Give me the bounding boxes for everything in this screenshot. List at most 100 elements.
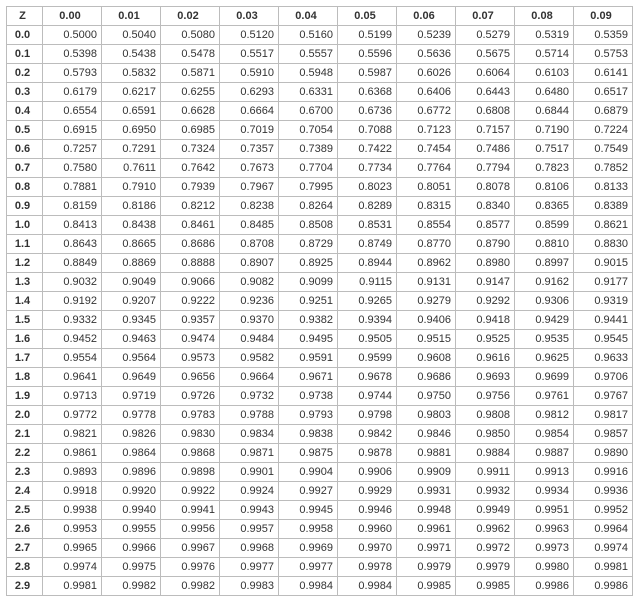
cell: 0.9608 (397, 349, 456, 368)
cell: 0.9884 (456, 444, 515, 463)
table-row: 2.90.99810.99820.99820.99830.99840.99840… (7, 577, 633, 596)
col-header: 0.03 (220, 7, 279, 26)
z-header: Z (7, 7, 43, 26)
cell: 0.9505 (338, 330, 397, 349)
cell: 0.9332 (43, 311, 102, 330)
cell: 0.9767 (574, 387, 633, 406)
cell: 0.9958 (279, 520, 338, 539)
row-label: 1.5 (7, 311, 43, 330)
cell: 0.5120 (220, 26, 279, 45)
cell: 0.5040 (102, 26, 161, 45)
cell: 0.8531 (338, 216, 397, 235)
cell: 0.9803 (397, 406, 456, 425)
cell: 0.9484 (220, 330, 279, 349)
col-header: 0.05 (338, 7, 397, 26)
cell: 0.9984 (338, 577, 397, 596)
cell: 0.8212 (161, 197, 220, 216)
cell: 0.8340 (456, 197, 515, 216)
cell: 0.9545 (574, 330, 633, 349)
cell: 0.9878 (338, 444, 397, 463)
cell: 0.7704 (279, 159, 338, 178)
cell: 0.9699 (515, 368, 574, 387)
cell: 0.9890 (574, 444, 633, 463)
table-row: 2.50.99380.99400.99410.99430.99450.99460… (7, 501, 633, 520)
cell: 0.9911 (456, 463, 515, 482)
cell: 0.9732 (220, 387, 279, 406)
cell: 0.7054 (279, 121, 338, 140)
cell: 0.9978 (338, 558, 397, 577)
row-label: 1.1 (7, 235, 43, 254)
cell: 0.5438 (102, 45, 161, 64)
cell: 0.9838 (279, 425, 338, 444)
cell: 0.9850 (456, 425, 515, 444)
cell: 0.5359 (574, 26, 633, 45)
cell: 0.8810 (515, 235, 574, 254)
col-header: 0.08 (515, 7, 574, 26)
cell: 0.8729 (279, 235, 338, 254)
cell: 0.9984 (279, 577, 338, 596)
cell: 0.9525 (456, 330, 515, 349)
cell: 0.7823 (515, 159, 574, 178)
cell: 0.9750 (397, 387, 456, 406)
cell: 0.5596 (338, 45, 397, 64)
cell: 0.9817 (574, 406, 633, 425)
cell: 0.9418 (456, 311, 515, 330)
cell: 0.9953 (43, 520, 102, 539)
cell: 0.5714 (515, 45, 574, 64)
cell: 0.9664 (220, 368, 279, 387)
cell: 0.5000 (43, 26, 102, 45)
cell: 0.9066 (161, 273, 220, 292)
cell: 0.8907 (220, 254, 279, 273)
table-row: 0.20.57930.58320.58710.59100.59480.59870… (7, 64, 633, 83)
cell: 0.9564 (102, 349, 161, 368)
cell: 0.9599 (338, 349, 397, 368)
cell: 0.9406 (397, 311, 456, 330)
cell: 0.9861 (43, 444, 102, 463)
cell: 0.9726 (161, 387, 220, 406)
cell: 0.9345 (102, 311, 161, 330)
table-row: 2.10.98210.98260.98300.98340.98380.98420… (7, 425, 633, 444)
table-row: 0.60.72570.72910.73240.73570.73890.74220… (7, 140, 633, 159)
cell: 0.6064 (456, 64, 515, 83)
cell: 0.9573 (161, 349, 220, 368)
cell: 0.9032 (43, 273, 102, 292)
cell: 0.6915 (43, 121, 102, 140)
cell: 0.9049 (102, 273, 161, 292)
cell: 0.9924 (220, 482, 279, 501)
cell: 0.9279 (397, 292, 456, 311)
row-label: 1.4 (7, 292, 43, 311)
table-row: 1.60.94520.94630.94740.94840.94950.95050… (7, 330, 633, 349)
row-label: 0.7 (7, 159, 43, 178)
col-header: 0.01 (102, 7, 161, 26)
cell: 0.9864 (102, 444, 161, 463)
cell: 0.8365 (515, 197, 574, 216)
cell: 0.9306 (515, 292, 574, 311)
cell: 0.9968 (220, 539, 279, 558)
cell: 0.8264 (279, 197, 338, 216)
cell: 0.7910 (102, 178, 161, 197)
cell: 0.7673 (220, 159, 279, 178)
cell: 0.9956 (161, 520, 220, 539)
row-label: 0.2 (7, 64, 43, 83)
cell: 0.8023 (338, 178, 397, 197)
cell: 0.9772 (43, 406, 102, 425)
cell: 0.9394 (338, 311, 397, 330)
row-label: 0.3 (7, 83, 43, 102)
cell: 0.8925 (279, 254, 338, 273)
cell: 0.9931 (397, 482, 456, 501)
cell: 0.9929 (338, 482, 397, 501)
cell: 0.8106 (515, 178, 574, 197)
cell: 0.9633 (574, 349, 633, 368)
cell: 0.9938 (43, 501, 102, 520)
cell: 0.9177 (574, 273, 633, 292)
cell: 0.5279 (456, 26, 515, 45)
cell: 0.9463 (102, 330, 161, 349)
cell: 0.9981 (574, 558, 633, 577)
cell: 0.9788 (220, 406, 279, 425)
cell: 0.9896 (102, 463, 161, 482)
cell: 0.7967 (220, 178, 279, 197)
cell: 0.9826 (102, 425, 161, 444)
cell: 0.9452 (43, 330, 102, 349)
cell: 0.8621 (574, 216, 633, 235)
cell: 0.9985 (397, 577, 456, 596)
